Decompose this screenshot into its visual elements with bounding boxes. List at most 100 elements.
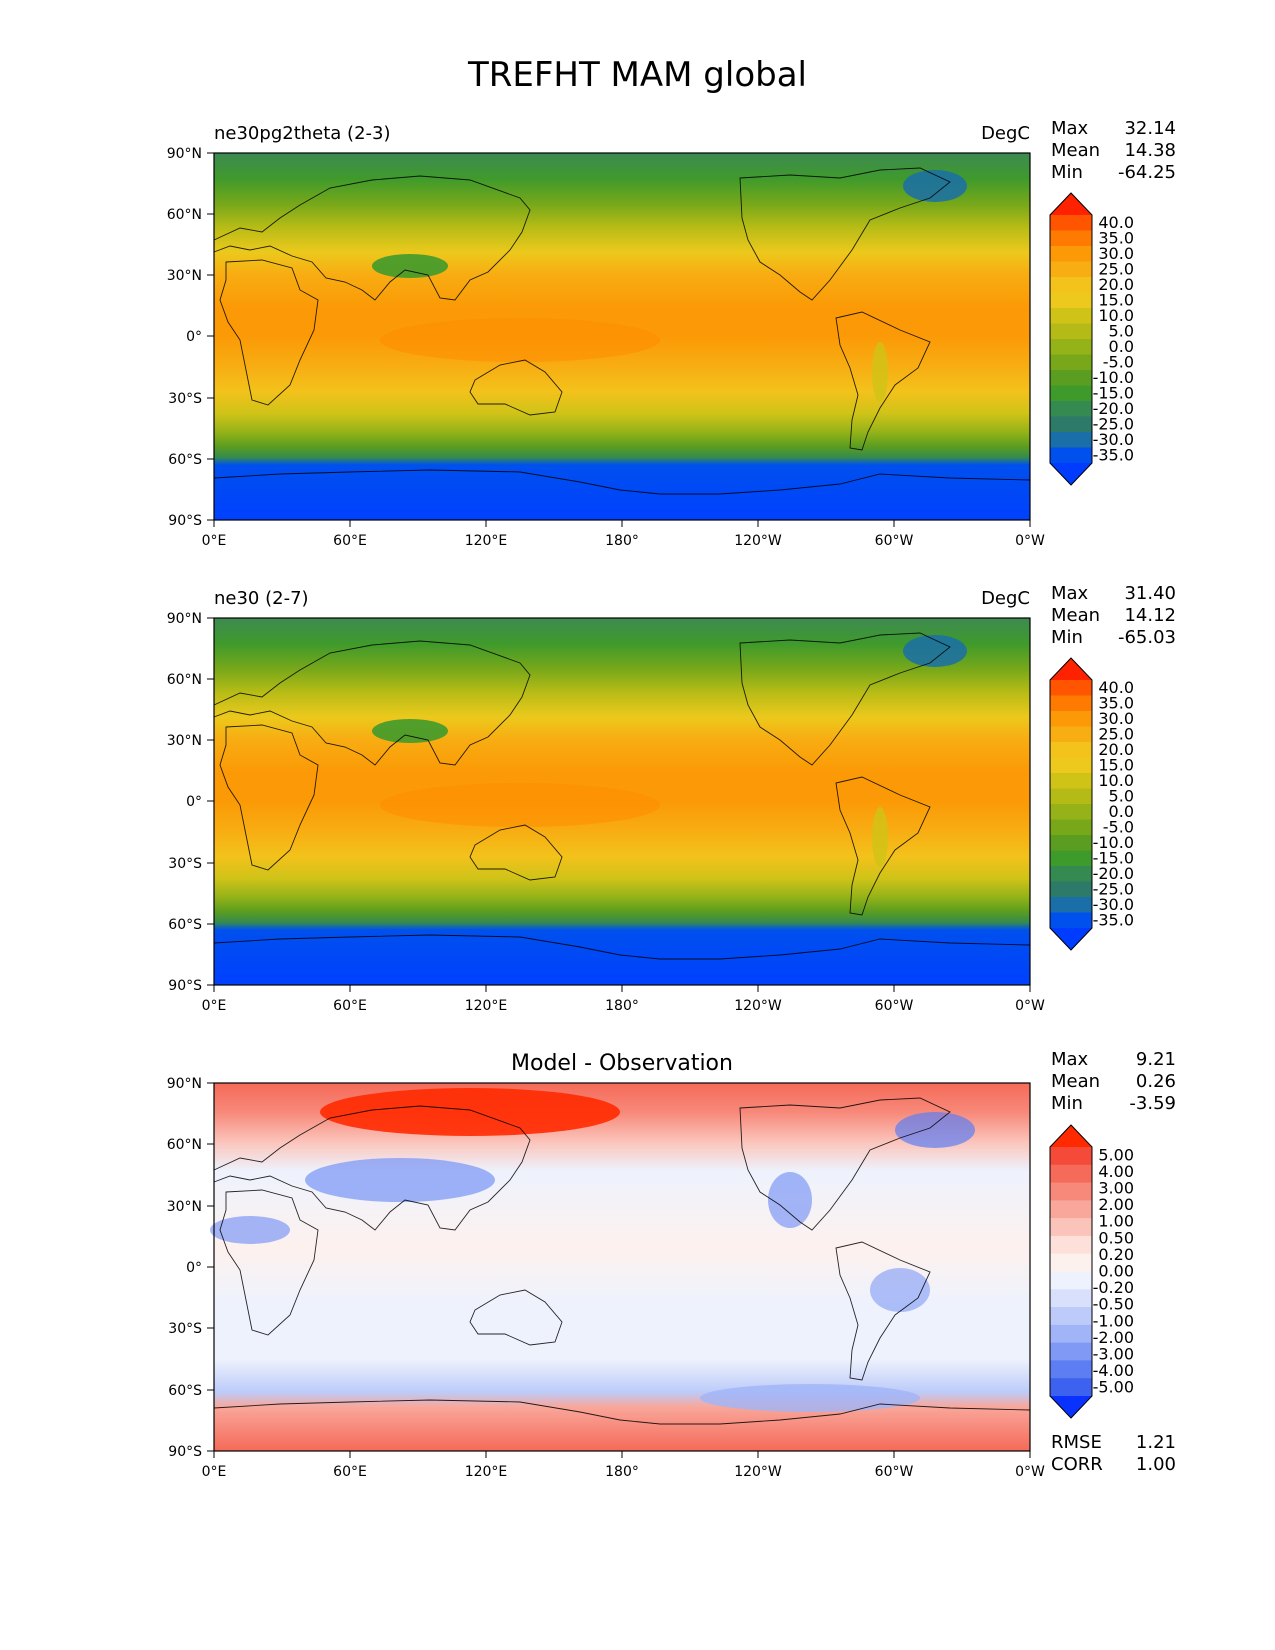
lon-tick: 0°E [202, 533, 227, 549]
stat-value: 14.38 [1124, 140, 1176, 161]
colorbar-tick-label: 15.0 [1098, 290, 1134, 309]
south-america-coast [835, 311, 931, 451]
colorbar-swatch [1050, 757, 1092, 774]
colorbar-swatch [1050, 819, 1092, 836]
panel-3-footer-stats: RMSE 1.21 CORR 1.00 [1051, 1432, 1176, 1475]
panel-1-lat-axis: 90°N 60°N 30°N 0° 30°S 60°S 90°S [167, 146, 214, 529]
stat-label: Min [1051, 1093, 1083, 1114]
colorbar-tick-label: 20.0 [1098, 740, 1134, 759]
colorbar-swatch [1050, 1307, 1092, 1326]
panel-2-lon-axis: 0°E 60°E 120°E 180° 120°W 60°W 0°W [202, 985, 1045, 1014]
lat-tick: 90°S [168, 978, 202, 994]
colorbar-tick-label: -15.0 [1093, 848, 1134, 867]
colorbar-tick-label: 2.00 [1098, 1195, 1134, 1214]
colorbar-extend-max [1050, 1125, 1092, 1147]
colorbar-swatch [1050, 246, 1092, 263]
panel-2-map [213, 617, 1031, 986]
tibet-cold-region [372, 719, 448, 743]
colorbar-tick-label: 5.00 [1098, 1145, 1134, 1164]
stat-value: 32.14 [1124, 118, 1176, 139]
colorbar-swatch [1050, 1289, 1092, 1308]
colorbar-swatch [1050, 850, 1092, 867]
colorbar-extend-max [1050, 193, 1092, 215]
stat-label: Max [1051, 583, 1089, 604]
lat-tick: 0° [186, 1260, 202, 1276]
panel-1-lon-axis: 0°E 60°E 120°E 180° 120°W 60°W 0°W [202, 520, 1045, 549]
stat-value: 31.40 [1124, 583, 1176, 604]
coastlines [213, 632, 1031, 960]
lon-tick: 120°W [734, 998, 782, 1014]
stat-label: Mean [1051, 140, 1100, 161]
lon-tick: 0°W [1015, 533, 1045, 549]
colorbar-swatch [1050, 385, 1092, 402]
sahara-cold-anomaly [210, 1216, 290, 1244]
lon-tick: 180° [605, 998, 639, 1014]
stat-value: 9.21 [1136, 1049, 1176, 1070]
colorbar-tick-label: -1.00 [1093, 1311, 1134, 1330]
colorbar-swatch [1050, 354, 1092, 371]
siberia-warm-anomaly [320, 1088, 620, 1136]
panel-2-lat-axis: 90°N 60°N 30°N 0° 30°S 60°S 90°S [167, 611, 214, 994]
colorbar-tick-label: -15.0 [1093, 383, 1134, 402]
panel-3: Model - Observation [167, 1049, 1176, 1480]
lat-tick: 60°S [168, 452, 202, 468]
panel-2: ne30 (2-7) DegC [167, 583, 1176, 1014]
colorbar-swatch [1050, 1378, 1092, 1397]
colorbar-tick-label: 0.0 [1109, 802, 1134, 821]
colorbar-swatch [1050, 277, 1092, 294]
australia-coast [469, 1289, 563, 1346]
lon-tick: 120°E [465, 1464, 508, 1480]
lon-tick: 180° [605, 533, 639, 549]
lon-tick: 0°E [202, 1464, 227, 1480]
colorbar-swatch [1050, 1218, 1092, 1237]
colorbar-swatch [1050, 804, 1092, 821]
colorbar-swatch [1050, 1200, 1092, 1219]
colorbar-outline [1049, 657, 1093, 951]
colorbar-tick-label: -20.0 [1093, 399, 1134, 418]
colorbar-tick-label: 35.0 [1098, 693, 1134, 712]
colorbar-swatch [1050, 308, 1092, 325]
lon-tick: 60°W [875, 998, 914, 1014]
colorbar-extend-min [1050, 463, 1092, 485]
colorbar-tick-label: -25.0 [1093, 879, 1134, 898]
africa-coast [219, 259, 319, 406]
lon-tick: 60°W [875, 533, 914, 549]
lat-tick: 90°S [168, 1444, 202, 1460]
lat-tick: 30°S [168, 1321, 202, 1337]
colorbar-swatch [1050, 726, 1092, 743]
lat-tick: 60°S [168, 917, 202, 933]
colorbar-tick-label: -35.0 [1093, 445, 1134, 464]
colorbar-swatch [1050, 788, 1092, 805]
eurasia-coast [213, 640, 531, 766]
north-america-coast [739, 167, 951, 301]
north-america-coast [739, 632, 951, 766]
colorbar-swatch [1050, 1342, 1092, 1362]
colorbar-swatch [1050, 447, 1092, 464]
colorbar-swatch [1050, 881, 1092, 898]
colorbar-tick-label: 5.0 [1109, 321, 1134, 340]
greenland-cold-region [903, 170, 967, 202]
panel-1-units: DegC [981, 123, 1030, 144]
colorbar-swatch [1050, 1147, 1092, 1166]
colorbar-tick-label: -2.00 [1093, 1328, 1134, 1347]
south-america-coast [835, 1241, 931, 1381]
panel-3-colorbar: 5.004.003.002.001.000.500.200.00-0.20-0.… [1049, 1124, 1134, 1419]
colorbar-tick-label: 40.0 [1098, 213, 1134, 232]
stat-value: -64.25 [1118, 162, 1176, 183]
colorbar-swatch [1050, 897, 1092, 914]
stat-label: Max [1051, 118, 1089, 139]
colorbar-tick-label: -30.0 [1093, 895, 1134, 914]
colorbar-outline [1049, 1124, 1093, 1419]
colorbar-swatch [1050, 416, 1092, 433]
greenland-cold-anomaly [895, 1112, 975, 1148]
lat-tick: 30°S [168, 391, 202, 407]
lat-tick: 30°S [168, 856, 202, 872]
stat-value: -65.03 [1118, 627, 1176, 648]
panel-1-colorbar: 40.035.030.025.020.015.010.05.00.0-5.0-1… [1049, 192, 1134, 486]
panel-2-stats: Max 31.40 Mean 14.12 Min -65.03 [1051, 583, 1176, 648]
colorbar-swatch [1050, 432, 1092, 449]
africa-coast [219, 724, 319, 871]
colorbar-tick-label: -10.0 [1093, 833, 1134, 852]
colorbar-swatch [1050, 323, 1092, 340]
footer-stat-value: 1.21 [1136, 1432, 1176, 1453]
